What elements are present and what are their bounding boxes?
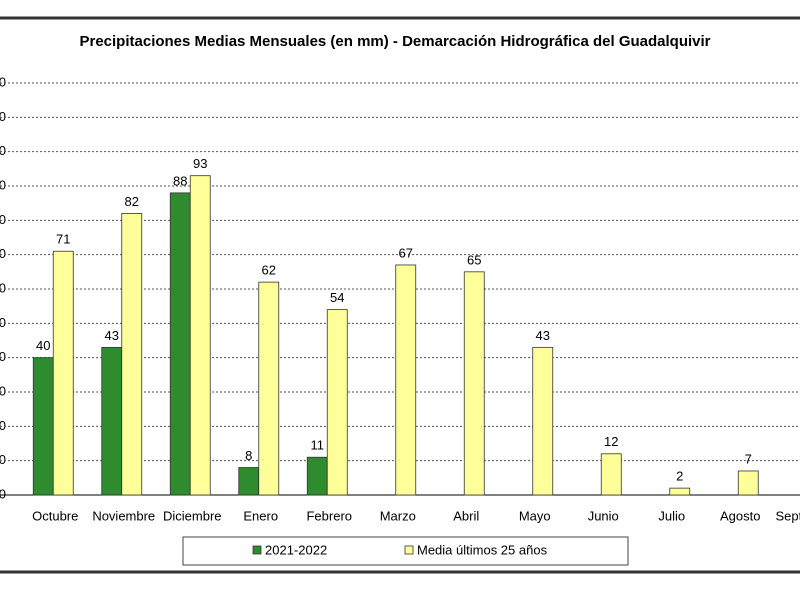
y-tick-label: 0 <box>0 486 6 501</box>
bar <box>532 346 554 496</box>
bar <box>306 456 328 496</box>
y-tick-label: 120 <box>0 74 6 89</box>
value-label: 7 <box>745 451 752 466</box>
bar <box>395 264 417 496</box>
y-tick-label: 40 <box>0 349 6 364</box>
value-label: 2 <box>676 469 683 484</box>
bar <box>52 250 74 496</box>
value-label: 43 <box>536 328 550 343</box>
bar <box>669 487 691 496</box>
bar <box>326 309 348 496</box>
value-label: 12 <box>604 434 618 449</box>
x-tick-label: Junio <box>588 508 619 523</box>
y-tick-label: 20 <box>0 418 6 433</box>
value-label: 43 <box>105 328 119 343</box>
chart-title: Precipitaciones Medias Mensuales (en mm)… <box>79 33 711 50</box>
x-tick-label: Septiembre <box>776 508 800 523</box>
y-tick-label: 90 <box>0 177 6 192</box>
bar <box>169 192 191 496</box>
value-label: 93 <box>193 156 207 171</box>
value-label: 40 <box>36 338 50 353</box>
y-tick-label: 110 <box>0 109 6 124</box>
value-label: 11 <box>311 438 325 453</box>
value-label: 88 <box>173 173 187 188</box>
x-tick-label: Enero <box>243 508 278 523</box>
legend-swatch <box>252 545 262 555</box>
bar <box>101 346 123 496</box>
y-tick-label: 100 <box>0 143 6 158</box>
x-tick-label: Marzo <box>380 508 416 523</box>
value-label: 67 <box>399 245 413 260</box>
bar <box>737 470 759 496</box>
bar <box>32 357 54 496</box>
value-label: 54 <box>330 290 344 305</box>
y-tick-label: 30 <box>0 383 6 398</box>
y-tick-label: 50 <box>0 315 6 330</box>
value-label: 65 <box>467 252 481 267</box>
y-tick-label: 60 <box>0 280 6 295</box>
bar <box>121 213 143 496</box>
y-tick-label: 70 <box>0 246 6 261</box>
legend-label: 2021-2022 <box>265 542 327 557</box>
x-tick-label: Diciembre <box>163 508 222 523</box>
x-tick-label: Octubre <box>32 508 78 523</box>
x-tick-label: Noviembre <box>92 508 155 523</box>
value-label: 8 <box>245 448 252 463</box>
x-tick-label: Agosto <box>720 508 760 523</box>
x-tick-label: Julio <box>658 508 685 523</box>
legend-swatch <box>404 545 414 555</box>
x-tick-label: Mayo <box>519 508 551 523</box>
x-tick-label: Abril <box>453 508 479 523</box>
value-label: 82 <box>125 194 139 209</box>
bar <box>189 175 211 496</box>
bar <box>238 467 260 496</box>
y-tick-label: 80 <box>0 212 6 227</box>
x-tick-label: Febrero <box>306 508 352 523</box>
bar <box>258 281 280 496</box>
value-label: 71 <box>56 232 70 247</box>
value-label: 62 <box>262 263 276 278</box>
bar <box>600 453 622 496</box>
y-tick-label: 10 <box>0 452 6 467</box>
legend-label: Media últimos 25 años <box>417 542 548 557</box>
bar <box>463 271 485 496</box>
